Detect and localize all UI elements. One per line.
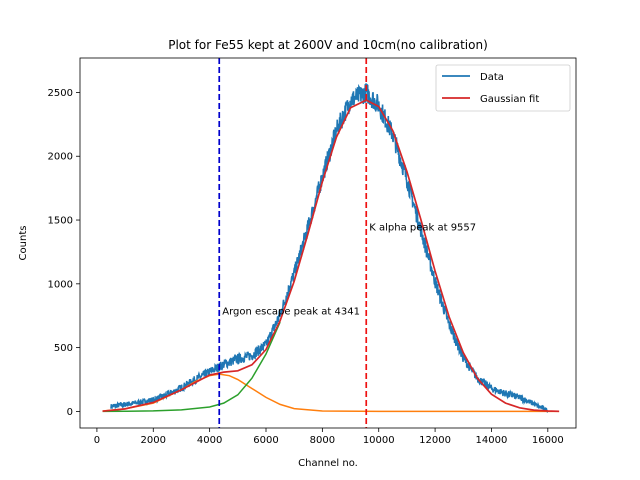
x-tick-label: 8000	[310, 435, 335, 446]
axes-frame	[79, 57, 577, 429]
legend: Data Gaussian fit	[435, 64, 571, 112]
argon-escape-peak-annotation: Argon escape peak at 4341	[222, 307, 360, 318]
x-tick-label: 0	[94, 435, 100, 446]
y-tick-label: 0	[67, 407, 73, 418]
axis-ticks: 0 2000 4000 6000 8000 10000 12000 14000 16000 0 50…	[48, 88, 564, 446]
x-tick-label: 10000	[363, 435, 395, 446]
x-tick-label: 4000	[197, 435, 222, 446]
plot-area	[102, 58, 560, 428]
y-tick-label: 2500	[48, 88, 73, 99]
legend-label-gaussian-fit: Gaussian fit	[480, 94, 539, 105]
x-tick-label: 12000	[419, 435, 451, 446]
kalpha-peak-annotation: K alpha peak at 9557	[369, 222, 476, 233]
y-tick-label: 500	[54, 343, 73, 354]
y-tick-label: 2000	[48, 152, 73, 163]
kalpha-gaussian-line	[102, 321, 281, 413]
x-tick-label: 6000	[253, 435, 278, 446]
y-tick-label: 1000	[48, 279, 73, 290]
series-gaussian-fit-line	[102, 99, 560, 413]
annotations: Argon escape peak at 4341 K alpha peak at…	[222, 222, 476, 317]
x-tick-label: 16000	[532, 435, 564, 446]
y-axis-label: Counts	[18, 226, 29, 261]
legend-label-data: Data	[480, 72, 504, 83]
x-tick-label: 14000	[476, 435, 508, 446]
x-tick-label: 2000	[141, 435, 166, 446]
y-tick-label: 1500	[48, 216, 73, 227]
x-axis-label: Channel no.	[298, 458, 358, 469]
chart-title: Plot for Fe55 kept at 2600V and 10cm(no …	[168, 38, 488, 52]
